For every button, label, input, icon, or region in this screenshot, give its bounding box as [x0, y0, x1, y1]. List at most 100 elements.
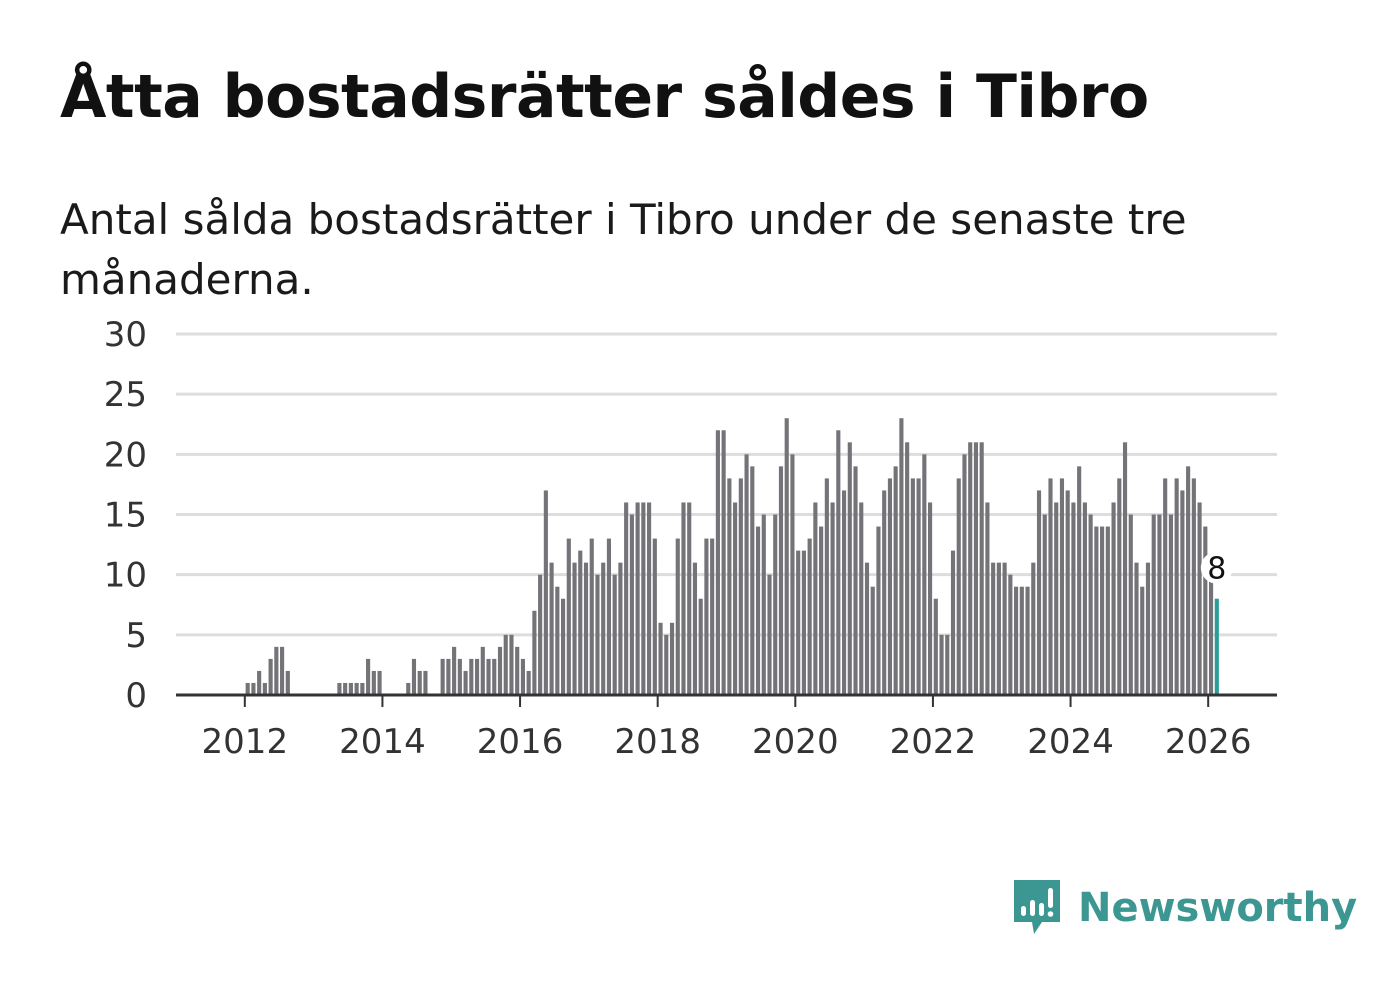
bar	[411, 658, 417, 695]
bar	[979, 442, 984, 695]
x-axis: 2012 2014 2016 2018 2020 2022 2024 2026	[176, 693, 1277, 762]
bar	[1203, 526, 1208, 695]
bar	[727, 478, 732, 695]
bar	[1002, 562, 1007, 695]
bar	[566, 538, 571, 695]
bar	[343, 682, 348, 695]
bar	[629, 514, 634, 695]
bar	[618, 562, 623, 695]
gridlines	[176, 332, 1277, 637]
bar	[1151, 514, 1156, 695]
bar	[687, 502, 692, 695]
bar	[973, 442, 979, 695]
bar	[830, 502, 835, 695]
bar	[549, 562, 554, 695]
latest-value-badge	[1200, 551, 1233, 584]
bar	[1163, 478, 1168, 695]
bar	[1117, 478, 1122, 695]
bar	[1197, 502, 1202, 695]
bar	[721, 430, 726, 695]
latest-value-label: 8	[1207, 552, 1226, 587]
y-tick-label: 25	[104, 375, 147, 415]
bar	[704, 538, 709, 695]
bar	[916, 478, 921, 695]
bar	[612, 574, 617, 695]
bar	[1105, 526, 1110, 695]
bar	[876, 526, 881, 695]
bar	[1157, 514, 1162, 695]
bar	[652, 538, 657, 695]
x-tick-label: 2020	[752, 722, 839, 762]
bar	[1036, 490, 1042, 695]
newsworthy-logo-icon	[1014, 880, 1060, 934]
bar	[497, 646, 503, 695]
bar	[985, 502, 990, 695]
bar	[744, 454, 749, 695]
bar	[589, 538, 594, 695]
x-tick-label: 2026	[1165, 722, 1252, 762]
bar	[819, 526, 824, 695]
bar	[807, 538, 812, 695]
bar	[1042, 514, 1047, 695]
bar	[1134, 562, 1139, 695]
bar	[515, 646, 520, 695]
bar	[870, 586, 875, 695]
bar	[710, 538, 715, 695]
bar	[280, 646, 285, 695]
bar	[675, 538, 680, 695]
bar	[1025, 586, 1030, 695]
bar	[750, 466, 755, 695]
bar	[778, 466, 784, 695]
brand-logo: Newsworthy	[1010, 878, 1357, 938]
bar	[813, 502, 818, 695]
bar	[1111, 502, 1116, 695]
bar	[1008, 574, 1013, 695]
bar	[480, 646, 485, 695]
bar	[887, 478, 892, 695]
bar	[996, 562, 1001, 695]
bar	[853, 466, 858, 695]
bar	[733, 502, 738, 695]
bar	[337, 682, 342, 695]
bar	[658, 622, 663, 695]
bar	[664, 634, 669, 695]
bar	[1088, 514, 1093, 695]
bar	[1014, 586, 1019, 695]
bar	[755, 526, 761, 695]
bar	[1019, 586, 1024, 695]
bar-latest	[1214, 598, 1219, 695]
y-tick-label: 30	[104, 315, 147, 355]
bar	[532, 610, 537, 695]
chart-title: Åtta bostadsrätter såldes i Tibro	[60, 62, 1149, 132]
bar	[1065, 490, 1070, 695]
bar	[561, 598, 566, 695]
bar	[790, 454, 795, 695]
bar	[452, 646, 457, 695]
bar	[360, 682, 365, 695]
bars: 8	[245, 418, 1233, 695]
bar	[1100, 526, 1105, 695]
bar	[406, 682, 411, 695]
bar	[968, 442, 973, 695]
bar	[841, 490, 847, 695]
bar	[1054, 502, 1059, 695]
bar	[933, 598, 938, 695]
bar	[939, 634, 944, 695]
x-tick-label: 2014	[339, 722, 426, 762]
bar	[583, 562, 589, 695]
bar	[1145, 562, 1151, 695]
y-tick-label: 0	[125, 676, 147, 716]
bar	[1048, 478, 1053, 695]
bar	[503, 634, 508, 695]
bar	[910, 478, 915, 695]
bar	[922, 454, 927, 695]
bar	[859, 502, 864, 695]
bar	[761, 514, 766, 695]
chart-subtitle: Antal sålda bostadsrätter i Tibro under …	[60, 195, 1187, 304]
bar	[962, 454, 967, 695]
y-tick-label: 5	[125, 616, 147, 656]
bar	[950, 550, 956, 695]
bar	[1031, 562, 1036, 695]
brand-name: Newsworthy	[1078, 885, 1358, 931]
bar	[767, 574, 772, 695]
